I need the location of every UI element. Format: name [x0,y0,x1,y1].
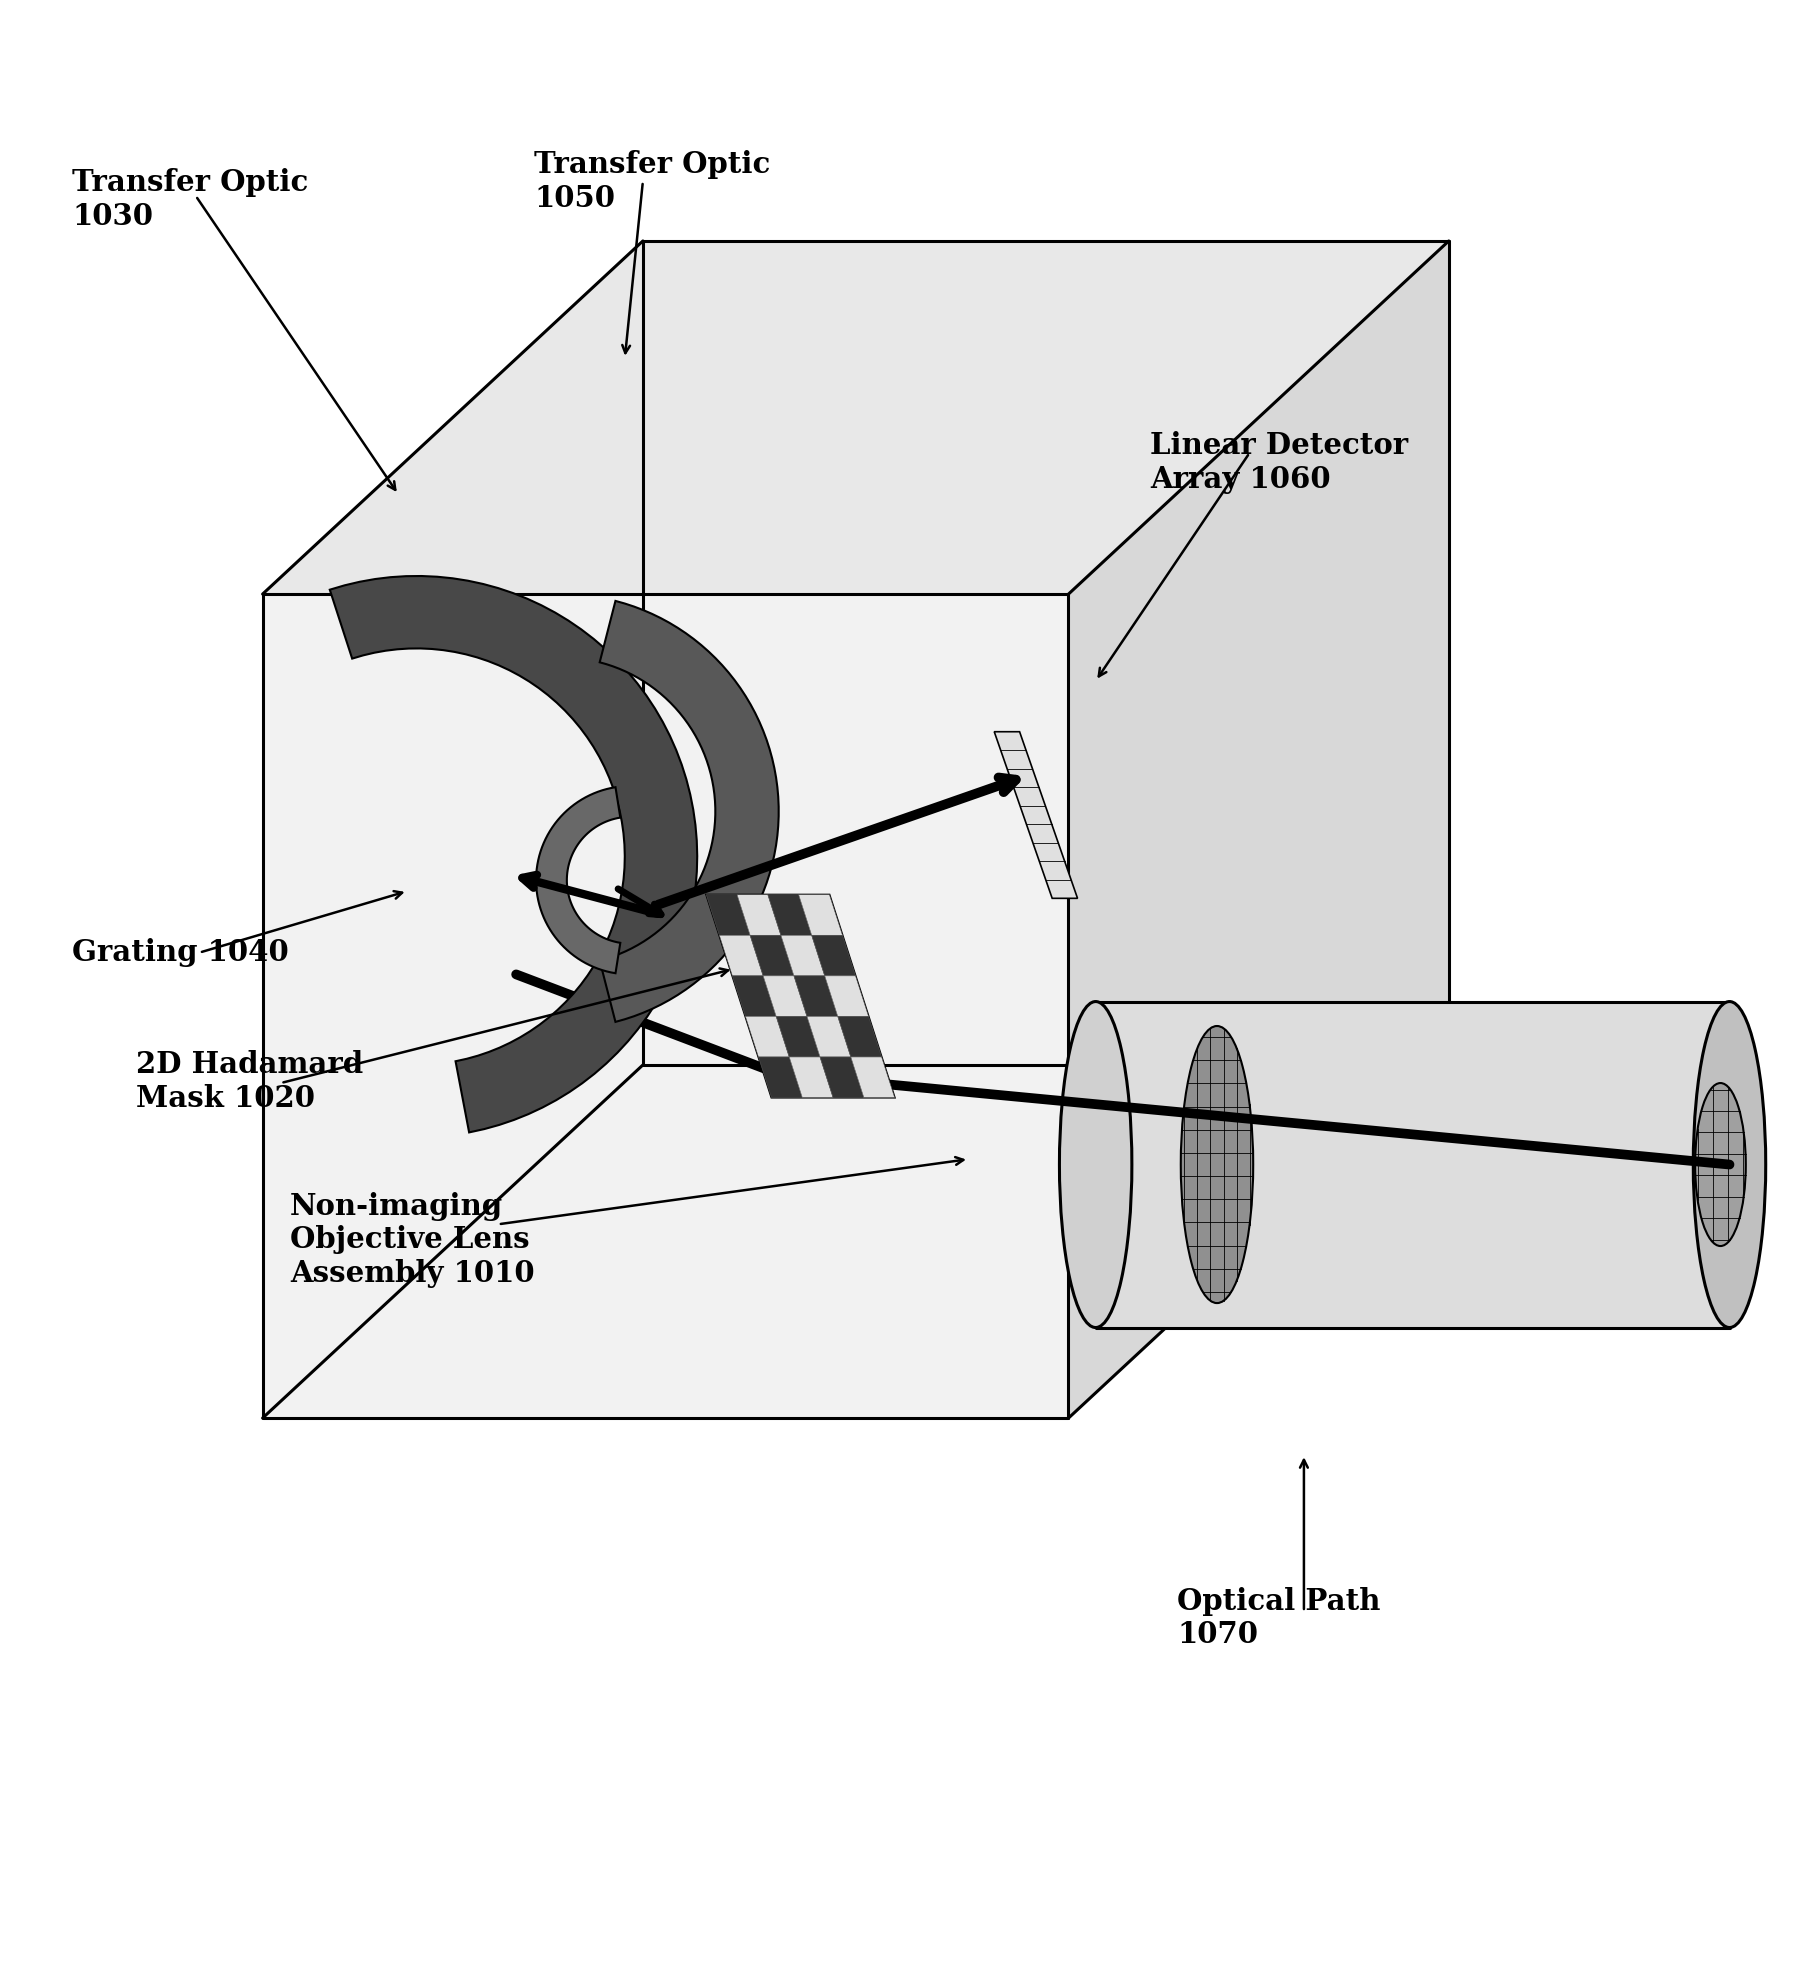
Text: Transfer Optic
1030: Transfer Optic 1030 [72,169,308,230]
Polygon shape [781,935,824,977]
Polygon shape [824,977,869,1016]
Polygon shape [793,977,838,1016]
Polygon shape [599,601,779,1022]
Polygon shape [768,895,811,935]
Polygon shape [737,895,781,935]
Polygon shape [706,895,895,1098]
Polygon shape [719,935,762,977]
Ellipse shape [1059,1002,1132,1328]
Polygon shape [1068,240,1449,1417]
Polygon shape [706,895,750,935]
Polygon shape [536,788,621,973]
Polygon shape [762,977,808,1016]
Text: Optical Path
1070: Optical Path 1070 [1177,1586,1380,1650]
Polygon shape [330,576,697,1131]
Polygon shape [811,935,855,977]
Polygon shape [799,895,842,935]
Polygon shape [750,935,793,977]
Polygon shape [790,1056,833,1098]
Polygon shape [851,1056,895,1098]
Polygon shape [746,1016,790,1056]
Bar [1096,1002,1730,1328]
Ellipse shape [1181,1026,1253,1302]
Polygon shape [263,594,1068,1417]
Text: 2D Hadamard
Mask 1020: 2D Hadamard Mask 1020 [136,1050,362,1114]
Text: Grating 1040: Grating 1040 [72,939,290,967]
Polygon shape [732,977,777,1016]
Ellipse shape [1693,1002,1766,1328]
Polygon shape [838,1016,882,1056]
Polygon shape [994,732,1078,899]
Text: Transfer Optic
1050: Transfer Optic 1050 [534,151,770,212]
Text: Non-imaging
Objective Lens
Assembly 1010: Non-imaging Objective Lens Assembly 1010 [290,1191,534,1288]
Ellipse shape [1695,1084,1746,1247]
Polygon shape [759,1056,802,1098]
Polygon shape [777,1016,820,1056]
Text: Linear Detector
Array 1060: Linear Detector Array 1060 [1150,431,1409,494]
Polygon shape [808,1016,851,1056]
Polygon shape [263,240,1449,594]
Polygon shape [820,1056,864,1098]
